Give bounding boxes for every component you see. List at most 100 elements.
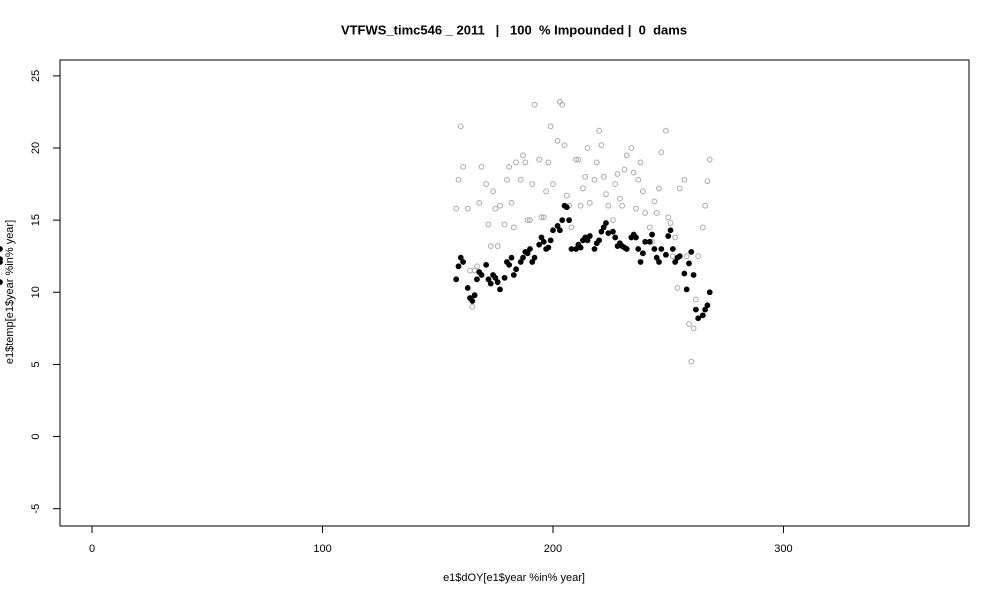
point — [478, 272, 485, 278]
point — [453, 205, 460, 212]
point — [612, 181, 619, 187]
point — [550, 181, 556, 187]
point — [563, 204, 570, 211]
point — [628, 145, 635, 151]
point — [483, 181, 490, 187]
point — [464, 205, 471, 212]
point — [577, 244, 584, 251]
plot-frame — [59, 59, 970, 527]
point — [522, 159, 529, 166]
x-tick-label: 100 — [313, 543, 331, 555]
point — [485, 221, 492, 228]
y-tick-label: 25 — [30, 70, 42, 82]
point — [471, 292, 478, 299]
point — [690, 325, 697, 332]
point — [674, 285, 681, 291]
point — [646, 238, 653, 245]
point — [706, 156, 713, 163]
point — [467, 267, 473, 274]
point — [667, 227, 674, 234]
point — [699, 224, 706, 231]
point — [610, 217, 616, 224]
point — [545, 244, 552, 251]
point — [492, 274, 499, 281]
point — [658, 149, 665, 156]
point — [695, 315, 702, 322]
point — [453, 276, 460, 283]
point — [630, 169, 637, 176]
point — [474, 276, 480, 283]
x-axis-label: e1$dOY[e1$year %in% year] — [443, 572, 585, 584]
point — [704, 178, 711, 185]
point — [681, 270, 688, 277]
point — [543, 188, 549, 195]
point — [497, 202, 503, 209]
point — [460, 163, 467, 170]
point — [639, 250, 646, 257]
point — [469, 303, 476, 310]
point — [538, 234, 545, 241]
point — [676, 253, 683, 260]
x-tick-label: 200 — [544, 543, 562, 555]
point — [584, 145, 591, 151]
point — [513, 266, 520, 273]
point — [492, 205, 499, 212]
point — [460, 259, 467, 265]
point — [596, 237, 602, 244]
point — [596, 127, 602, 134]
point — [455, 263, 462, 270]
point — [637, 259, 644, 265]
point — [561, 142, 568, 149]
point — [612, 234, 619, 241]
point — [577, 202, 584, 209]
point — [559, 101, 566, 108]
point — [642, 238, 649, 245]
point — [676, 185, 683, 192]
point — [531, 254, 538, 261]
point — [554, 137, 561, 144]
point — [646, 224, 653, 231]
point — [501, 221, 508, 228]
point — [651, 246, 658, 252]
point — [457, 254, 464, 261]
point — [527, 217, 533, 224]
point — [464, 285, 471, 291]
point — [633, 205, 639, 212]
point — [550, 227, 556, 234]
point — [639, 188, 646, 195]
point — [692, 306, 699, 313]
point — [667, 220, 674, 226]
point — [658, 246, 665, 252]
point — [706, 289, 713, 296]
point — [478, 163, 485, 170]
point — [506, 261, 513, 268]
point — [520, 152, 526, 159]
point — [686, 321, 692, 327]
y-tick-label: 5 — [30, 361, 42, 367]
point — [547, 237, 554, 244]
point — [494, 243, 501, 250]
point — [524, 217, 531, 224]
point — [494, 279, 501, 286]
point — [593, 159, 600, 166]
point — [517, 259, 524, 265]
point — [510, 224, 517, 231]
point — [605, 202, 612, 209]
point — [633, 234, 639, 241]
point — [529, 259, 536, 265]
point — [540, 238, 547, 245]
point — [557, 227, 563, 234]
point — [510, 272, 517, 278]
point — [600, 224, 607, 231]
point — [559, 217, 566, 224]
point — [695, 253, 702, 260]
point — [485, 276, 492, 283]
point — [699, 312, 706, 319]
y-tick-label: 0 — [30, 433, 42, 439]
point — [545, 159, 552, 166]
point — [656, 185, 662, 192]
y-tick-label: 15 — [30, 214, 42, 226]
point — [690, 272, 697, 278]
